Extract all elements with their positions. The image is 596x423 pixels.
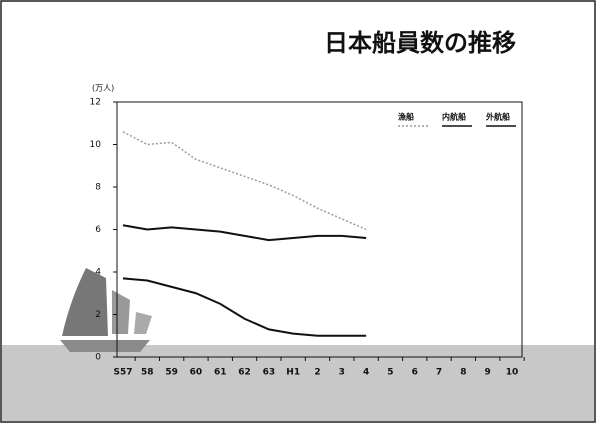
x-tick-label: 10: [506, 368, 519, 378]
x-tick-label: 5: [387, 368, 393, 378]
x-tick-label: S57: [113, 368, 132, 378]
x-tick-label: H1: [286, 368, 300, 378]
x-tick-label: 63: [263, 368, 276, 378]
y-tick-label: 2: [95, 310, 101, 320]
x-tick-label: 58: [141, 368, 154, 378]
x-tick-label: 62: [238, 368, 251, 378]
x-tick-label: 2: [314, 368, 320, 378]
chart-title: 日本船員数の推移: [324, 29, 516, 57]
x-tick-label: 3: [339, 368, 345, 378]
x-tick-label: 59: [165, 368, 178, 378]
sea-band: [2, 345, 594, 421]
x-tick-label: 4: [363, 368, 369, 378]
series-line: [122, 277, 367, 337]
y-axis-label: (万人): [92, 84, 114, 93]
legend-label: 内航船: [442, 112, 466, 122]
series-line: [122, 131, 367, 231]
series-line: [122, 224, 367, 242]
y-tick-label: 8: [95, 183, 101, 193]
legend-label: 外航船: [486, 112, 510, 122]
x-tick-label: 60: [190, 368, 203, 378]
y-tick-label: 6: [95, 225, 101, 235]
x-tick-label: 8: [460, 368, 466, 378]
y-tick-label: 0: [95, 353, 101, 363]
x-tick-label: 6: [412, 368, 418, 378]
x-tick-label: 7: [436, 368, 442, 378]
y-tick-label: 4: [95, 268, 101, 278]
legend-label: 漁船: [398, 112, 414, 122]
y-tick-label: 10: [90, 140, 102, 150]
y-tick-label: 12: [90, 98, 101, 108]
x-tick-label: 9: [485, 368, 491, 378]
x-tick-label: 61: [214, 368, 227, 378]
